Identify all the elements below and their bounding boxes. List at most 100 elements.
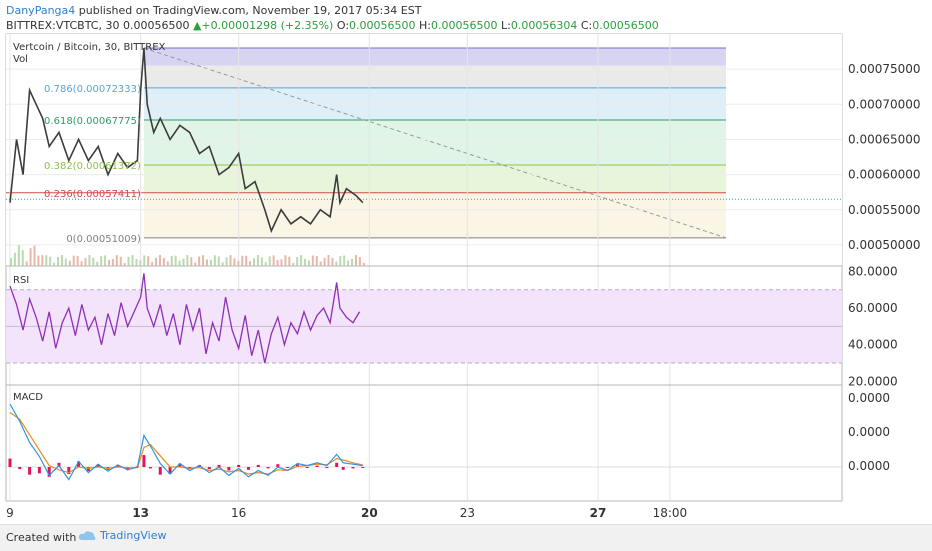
volume-bar [237,260,240,266]
price-axis-tick: 0.00070000 [848,97,921,111]
volume-bar [17,245,20,266]
volume-bar [10,258,12,266]
volume-bar [280,259,283,266]
volume-bar [84,258,87,266]
volume-bar [307,260,310,266]
volume-bar [96,261,99,266]
macd-axis-tick: 0.0000 [848,391,890,405]
macd-histogram-bar [148,467,152,469]
x-axis-labels: 9 13 16 20 23 27 18:00 [6,506,687,520]
high-value: 0.00056500 [431,19,498,32]
volume-bar [147,256,150,266]
macd-histogram-bar [217,464,221,467]
volume-bar [88,255,91,266]
macd-histogram-bar [256,464,260,467]
volume-bar [162,258,165,266]
price-axis-tick: 0.00050000 [848,238,921,252]
rsi-pane[interactable] [6,273,842,364]
volume-bar [170,255,173,266]
volume-bar [13,252,16,266]
close-label: C: [580,19,593,32]
tradingview-brand[interactable]: TradingView [78,529,166,542]
vol-label: Vol [13,54,28,65]
footer-bar: Created with TradingView [0,524,932,551]
volume-bar [21,250,24,266]
volume-bar [241,255,244,266]
chart-canvas[interactable]: 0.786(0.00072333) 0.618(0.00067775) 0.382(… [0,0,932,524]
macd-histogram-bar [286,467,290,468]
volume-bar [362,262,365,266]
macd-label: MACD [13,392,43,403]
volume-bar [60,255,63,266]
volume-bar [49,256,52,266]
fib-level-label: 0.382(0.00061372) [44,161,141,172]
volume-bar [256,255,259,266]
volume-bar [100,256,103,266]
volume-bar [198,256,201,266]
price-series [9,47,364,234]
volume-bar [260,257,263,266]
macd-histogram-bar [158,467,162,475]
macd-histogram-bar [18,467,22,470]
volume-bar [202,255,205,266]
volume-bar [209,259,212,266]
macd-histogram-bar [67,467,71,474]
macd-pane[interactable] [6,403,842,481]
volume-bar [225,257,228,266]
volume-bar [64,258,67,266]
volume-bar [304,258,306,266]
macd-histogram-bar [335,462,339,467]
volume-bar [354,255,357,266]
macd-histogram-bar [96,464,100,467]
volume-bar [131,255,134,266]
volume-bar [135,259,138,266]
symbol-label: BITTREX:VTCBTC, 30 [6,19,120,32]
author-link[interactable]: DanyPanga4 [6,4,76,17]
volume-bar [41,255,44,266]
macd-histogram-bar [305,467,309,468]
x-axis-tick: 20 [361,506,378,520]
volume-bar [319,261,322,266]
price-change: +0.00001298 (+2.35%) [201,19,334,32]
price-axis-tick: 0.00075000 [848,62,921,76]
macd-histogram-bar [37,467,41,474]
volume-bar [221,262,224,266]
rsi-axis-tick: 40.0000 [848,338,898,352]
macd-histogram-bar [341,467,345,470]
rsi-axis-tick: 20.0000 [848,374,898,388]
volume-bar [245,255,248,266]
volume-bar [139,260,142,266]
macd-axis-tick: 0.0000 [848,459,890,473]
low-value: 0.00056304 [510,19,578,32]
volume-bar [178,260,181,266]
chart-title: Vertcoin / Bitcoin, 30, BITTREX [13,42,166,53]
fib-level-label: 0.786(0.00072333) [44,84,141,95]
volume-bar [29,248,32,266]
ohlc-header: BITTREX:VTCBTC, 30 0.00056500 ▲+0.000012… [6,19,659,32]
rsi-line [9,273,361,364]
volume-bar [284,255,287,266]
volume-bar [229,255,232,266]
open-value: 0.00056500 [349,19,416,32]
volume-bar [68,260,71,266]
macd-histogram-bar [361,467,365,468]
volume-bar [57,257,60,266]
macd-histogram-bar [207,467,211,470]
macd-histogram-bar [77,461,81,467]
volume-bar [25,261,28,266]
macd-histogram-bar [86,467,90,472]
low-label: L: [500,19,511,32]
macd-histogram-bar [325,467,329,468]
fib-zone [143,65,726,88]
volume-bar [104,255,107,266]
volume-bars [10,245,365,266]
price-axis-tick: 0.00060000 [848,168,921,182]
rsi-label: RSI [13,275,29,286]
volume-bar [339,256,342,266]
macd-histogram-bar [246,467,250,470]
high-label: H: [419,19,431,32]
macd-histogram-bar [315,465,319,467]
volume-bar [358,256,361,266]
macd-histogram-bar [276,464,280,467]
volume-bar [182,258,185,266]
